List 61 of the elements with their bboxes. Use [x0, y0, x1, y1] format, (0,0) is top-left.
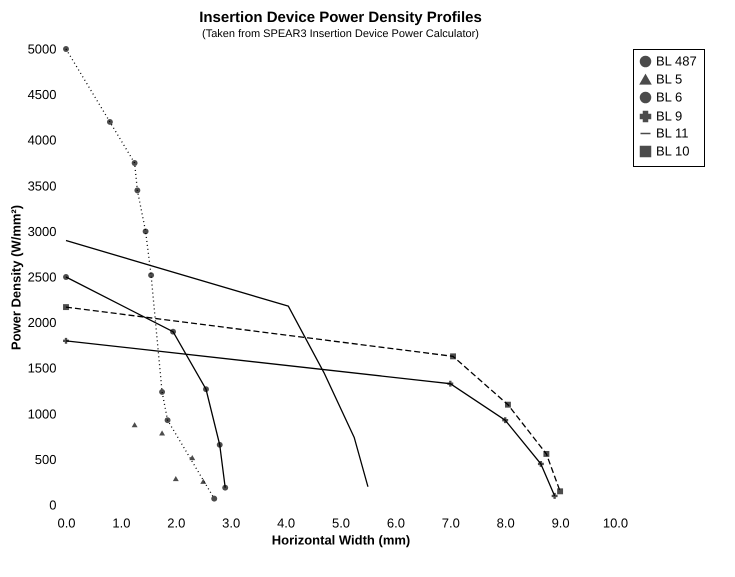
x-tick-label: 1.0: [112, 516, 130, 530]
x-tick-label: 3.0: [222, 516, 240, 530]
point: [552, 492, 558, 499]
x-tick-label: 8.0: [496, 516, 515, 530]
point: [189, 455, 196, 460]
point: [106, 119, 113, 125]
point: [159, 388, 166, 395]
y-tick-label: 4500: [28, 87, 56, 102]
legend-label: BL 10: [656, 144, 690, 158]
x-tick-label: 0.0: [57, 516, 76, 530]
y-tick-label: 0: [49, 498, 56, 512]
x-tick-label: 9.0: [552, 516, 570, 530]
point: [63, 338, 69, 344]
x-tick-label: 4.0: [277, 516, 296, 530]
y-tick-label: 2000: [28, 315, 56, 330]
legend-label: BL 487: [656, 54, 697, 68]
point: [557, 488, 564, 494]
point: [538, 461, 544, 467]
point: [222, 484, 228, 491]
y-tick-label: 4000: [28, 132, 56, 148]
y-axis-title: Power Density (W/mm²): [8, 204, 24, 350]
point: [502, 417, 508, 424]
chart-subtitle: (Taken from SPEAR3 Insertion Device Power Calculator): [202, 28, 479, 40]
point: [134, 187, 140, 194]
point: [159, 430, 166, 436]
x-tick-label: 10.0: [602, 516, 628, 530]
y-tick-label: 3000: [28, 224, 56, 239]
point: [211, 496, 218, 502]
y-tick-label: 1000: [28, 406, 56, 422]
x-tick-label: 5.0: [332, 516, 350, 530]
point: [170, 328, 176, 335]
point: [504, 402, 511, 408]
x-tick-label: 7.0: [442, 516, 460, 530]
point: [216, 442, 223, 448]
y-tick-label: 500: [34, 452, 56, 467]
y-tick-label: 2500: [28, 270, 56, 284]
point: [543, 450, 550, 457]
point: [200, 478, 206, 484]
point: [148, 272, 154, 278]
point: [172, 476, 179, 482]
legend-label: BL 9: [656, 108, 682, 124]
y-tick-label: 5000: [28, 42, 56, 56]
y-tick-label: 1500: [28, 360, 56, 376]
legend-label: BL 5: [656, 72, 682, 86]
point: [447, 380, 454, 387]
point: [132, 160, 138, 166]
legend-label: BL 11: [656, 126, 689, 140]
point: [203, 386, 209, 392]
point: [450, 353, 456, 360]
point: [142, 228, 149, 234]
chart-title: Insertion Device Power Density Profiles: [199, 9, 482, 26]
point: [63, 274, 69, 280]
y-tick-label: 3500: [28, 178, 56, 194]
point: [63, 304, 69, 310]
point: [164, 417, 171, 424]
legend-label: BL 6: [656, 90, 682, 104]
x-tick-label: 6.0: [386, 516, 405, 530]
x-tick-label: 2.0: [167, 516, 186, 530]
x-axis-title: Horizontal Width (mm): [272, 532, 410, 548]
point: [132, 422, 138, 428]
point: [63, 46, 69, 52]
